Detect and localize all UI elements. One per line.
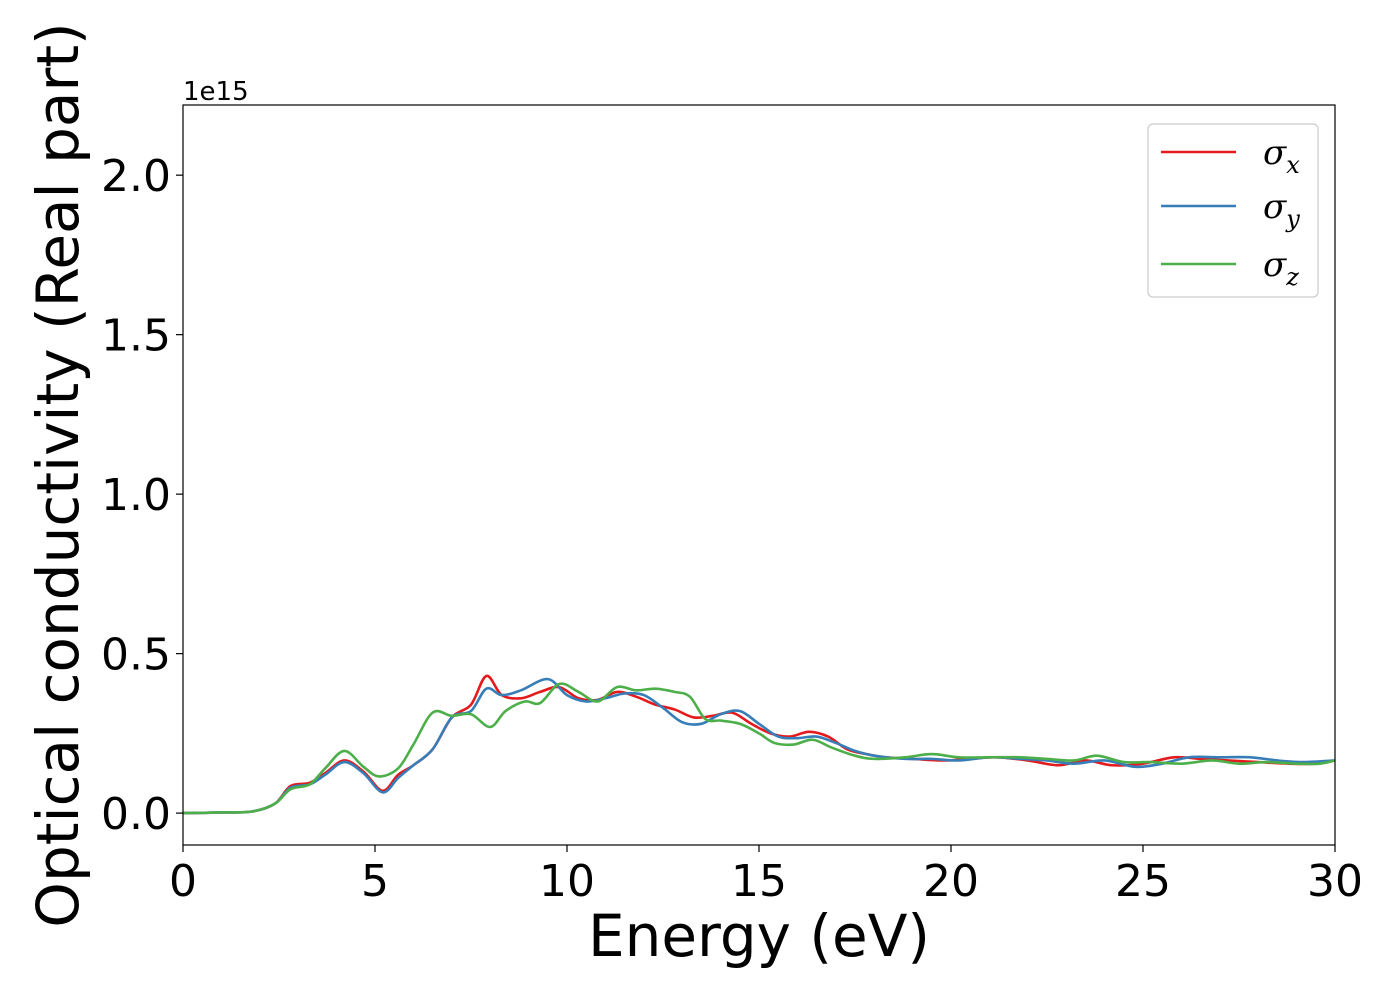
x-ticks: 0 5 10 15 20 25 30 xyxy=(169,845,1363,907)
x-tick-label: 5 xyxy=(361,856,389,907)
y-tick-label: 2.0 xyxy=(101,151,171,202)
series-line-z xyxy=(183,682,1335,815)
y-tick-label: 1.0 xyxy=(101,470,171,521)
y-ticks: 0.0 0.5 1.0 1.5 2.0 xyxy=(101,151,183,840)
y-tick-label: 1.5 xyxy=(101,311,171,362)
x-tick-label: 25 xyxy=(1115,856,1171,907)
x-axis-label: Energy (eV) xyxy=(588,902,930,970)
legend: σx σy σz xyxy=(1147,123,1319,298)
legend-box xyxy=(1147,123,1319,298)
series-line-y xyxy=(183,677,1335,815)
legend-label-x: σx xyxy=(1263,133,1300,179)
y-tick-label: 0.0 xyxy=(101,789,171,840)
x-tick-label: 20 xyxy=(923,856,979,907)
y-offset-label: 1e15 xyxy=(183,77,249,107)
y-tick-label: 0.5 xyxy=(101,630,171,681)
legend-label-z: σz xyxy=(1263,245,1299,291)
x-tick-label: 10 xyxy=(539,856,595,907)
x-tick-label: 15 xyxy=(731,856,787,907)
x-tick-label: 0 xyxy=(169,856,197,907)
y-axis-label: Optical conductivity (Real part) xyxy=(24,22,92,927)
series-layer xyxy=(183,674,1335,815)
plot-area xyxy=(183,105,1335,845)
legend-label-y: σy xyxy=(1263,187,1300,233)
x-tick-label: 30 xyxy=(1307,856,1363,907)
